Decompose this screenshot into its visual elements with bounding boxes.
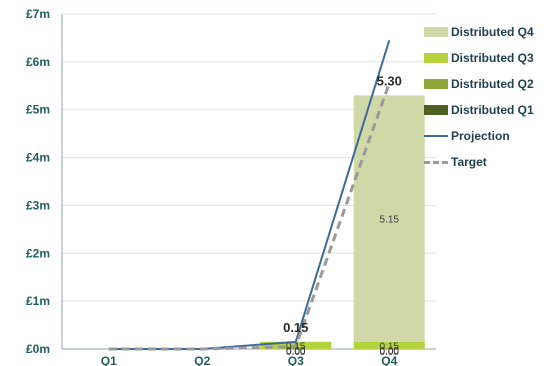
legend-label: Distributed Q1 (451, 103, 534, 117)
legend-item-distributed-q3: Distributed Q3 (424, 45, 534, 71)
x-axis-ticks: Q1 Q2 Q3 Q4 (101, 354, 398, 366)
x-tick-label: Q3 (288, 354, 304, 366)
line-target (108, 82, 391, 351)
bars (260, 95, 425, 349)
grid-lines (61, 13, 436, 350)
legend-dash-swatch (424, 160, 448, 164)
legend-item-distributed-q2: Distributed Q2 (424, 71, 534, 97)
y-tick-label: £3m (26, 198, 50, 212)
total-label: 0.15 (283, 320, 308, 335)
legend-label: Projection (451, 129, 510, 143)
y-tick-label: £5m (26, 103, 50, 117)
segment-label: 0.00 (286, 347, 306, 358)
legend-label: Distributed Q3 (451, 51, 534, 65)
legend-swatch (424, 27, 448, 37)
segment-label: 0.00 (380, 347, 400, 358)
legend-label: Distributed Q2 (451, 77, 534, 91)
legend-line-swatch (424, 135, 448, 137)
legend-item-distributed-q1: Distributed Q1 (424, 97, 534, 123)
bar-segment-distributed-q3 (353, 341, 425, 349)
legend-swatch (424, 53, 448, 63)
bar-segment-distributed-q4 (353, 95, 425, 342)
series-lines (108, 40, 391, 351)
legend-label: Target (451, 155, 487, 169)
x-tick-label: Q1 (101, 354, 117, 366)
segment-label: 0.00 (286, 346, 306, 357)
legend-item-projection: Projection (424, 123, 534, 149)
segment-label: 0.00 (380, 346, 400, 357)
y-tick-label: £4m (26, 151, 50, 165)
y-tick-label: £7m (26, 7, 50, 21)
legend-swatch (424, 105, 448, 115)
x-tick-label: Q2 (194, 354, 210, 366)
legend: Distributed Q4 Distributed Q3 Distribute… (424, 19, 534, 175)
legend-item-distributed-q4: Distributed Q4 (424, 19, 534, 45)
y-tick-label: £2m (26, 246, 50, 260)
segment-label: 0.15 (380, 341, 400, 352)
y-axis-ticks: £0m £1m £2m £3m £4m £5m £6m £7m (26, 7, 50, 356)
data-labels: 0.150.000.005.150.150.000.000.155.30 (283, 73, 402, 358)
legend-item-target: Target (424, 149, 534, 175)
segment-label: 5.15 (380, 215, 400, 226)
x-tick-label: Q4 (381, 354, 397, 366)
line-projection (108, 40, 391, 350)
y-tick-label: £1m (26, 294, 50, 308)
y-tick-label: £6m (26, 55, 50, 69)
segment-label: 0.15 (286, 341, 306, 352)
y-tick-label: £0m (26, 342, 50, 356)
legend-label: Distributed Q4 (451, 25, 534, 39)
legend-swatch (424, 79, 448, 89)
total-label: 5.30 (377, 73, 402, 88)
